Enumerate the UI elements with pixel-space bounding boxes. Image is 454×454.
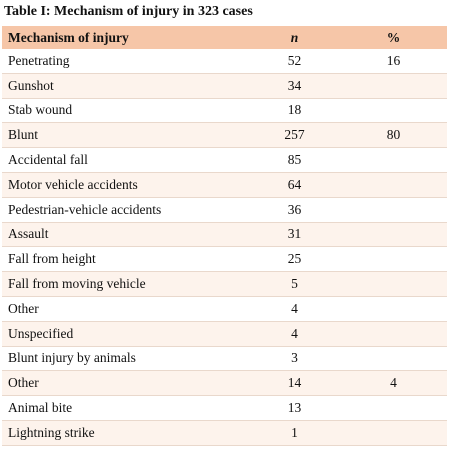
table-title: Table I: Mechanism of injury in 323 case… [4, 4, 253, 19]
table-row: Fall from height 25 [2, 246, 447, 273]
table-cell [340, 147, 447, 173]
table-row: Gunshot 34 [2, 73, 447, 99]
table-cell: Other [2, 296, 249, 322]
table-cell: 16 [340, 49, 447, 74]
table-row: Motor vehicle accidents 64 [2, 172, 447, 198]
table-row: Animal bite 13 [2, 395, 447, 421]
table-cell [340, 395, 447, 421]
table-cell: 4 [249, 296, 340, 322]
table-cell [340, 172, 447, 198]
table-cell [340, 271, 447, 297]
table-cell: 14 [249, 370, 340, 397]
table-cell: Fall from moving vehicle [2, 271, 249, 297]
table-cell: Blunt [2, 122, 249, 149]
table-row: Other 14 4 [2, 370, 447, 397]
table-cell [340, 420, 447, 446]
header-cell: % [340, 26, 447, 49]
table-cell: 4 [249, 321, 340, 347]
table-cell: Penetrating [2, 49, 249, 74]
table-cell: 25 [249, 246, 340, 273]
table-row: Unspecified 4 [2, 321, 447, 347]
table-cell: Animal bite [2, 395, 249, 421]
header-cell: n [249, 26, 340, 49]
table-cell: Gunshot [2, 73, 249, 99]
table-cell: 31 [249, 222, 340, 248]
table-row: Blunt injury by animals 3 [2, 346, 447, 372]
table-row: Accidental fall 85 [2, 147, 447, 173]
table-row: Fall from moving vehicle 5 [2, 271, 447, 297]
table-cell: 36 [249, 197, 340, 223]
table-cell: Accidental fall [2, 147, 249, 173]
table-cell: 52 [249, 49, 340, 74]
table-cell [340, 321, 447, 347]
table-cell [340, 98, 447, 124]
table-cell: Unspecified [2, 321, 249, 347]
table-cell: 18 [249, 98, 340, 124]
table-cell [340, 296, 447, 322]
table-cell [340, 346, 447, 372]
table-cell: Stab wound [2, 98, 249, 124]
table-cell: Fall from height [2, 246, 249, 273]
header-row: Mechanism of injury n % [2, 26, 447, 49]
table-row: Lightning strike 1 [2, 420, 447, 446]
table-cell: 5 [249, 271, 340, 297]
table-cell: Pedestrian-vehicle accidents [2, 197, 249, 223]
table-cell [340, 246, 447, 273]
table-cell: 3 [249, 346, 340, 372]
table-row: Assault 31 [2, 222, 447, 248]
table-row: Penetrating 52 16 [2, 49, 447, 74]
table-cell [340, 73, 447, 99]
table-cell: Motor vehicle accidents [2, 172, 249, 198]
table-row: Blunt 257 80 [2, 122, 447, 149]
table-body: Penetrating 52 16 Gunshot 34 Stab wound 18 Blun… [2, 49, 447, 446]
header-cell: Mechanism of injury [2, 26, 249, 49]
table-cell: 4 [340, 370, 447, 397]
table-row: Pedestrian-vehicle accidents 36 [2, 197, 447, 223]
table-cell: 257 [249, 122, 340, 149]
table-row: Stab wound 18 [2, 98, 447, 124]
table-cell: 34 [249, 73, 340, 99]
table: Mechanism of injury n % Penetrating 52 16 G… [2, 26, 447, 446]
table-cell: 85 [249, 147, 340, 173]
table-cell: Lightning strike [2, 420, 249, 446]
table-cell [340, 197, 447, 223]
table-cell: Assault [2, 222, 249, 248]
table-cell: Blunt injury by animals [2, 346, 249, 372]
table-cell: 13 [249, 395, 340, 421]
table-row: Other 4 [2, 296, 447, 322]
table-cell: 80 [340, 122, 447, 149]
table-cell: 64 [249, 172, 340, 198]
table-cell [340, 222, 447, 248]
table-cell: Other [2, 370, 249, 397]
table-cell: 1 [249, 420, 340, 446]
